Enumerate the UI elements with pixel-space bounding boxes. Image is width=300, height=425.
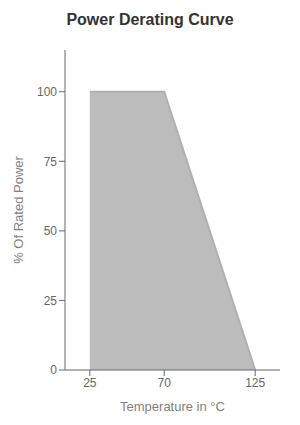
svg-text:125: 125 xyxy=(245,376,265,390)
svg-text:50: 50 xyxy=(44,224,58,238)
svg-text:25: 25 xyxy=(83,376,97,390)
svg-text:25: 25 xyxy=(44,294,58,308)
svg-text:100: 100 xyxy=(37,85,57,99)
html-text:Power Derating Curve: Power Derating Curve xyxy=(66,11,234,28)
svg-text:Temperature in °C: Temperature in °C xyxy=(120,399,225,414)
svg-text:75: 75 xyxy=(44,155,58,169)
svg-text:% Of Rated Power: % Of Rated Power xyxy=(11,156,26,264)
svg-text:70: 70 xyxy=(158,376,172,390)
svg-text:0: 0 xyxy=(50,363,57,377)
